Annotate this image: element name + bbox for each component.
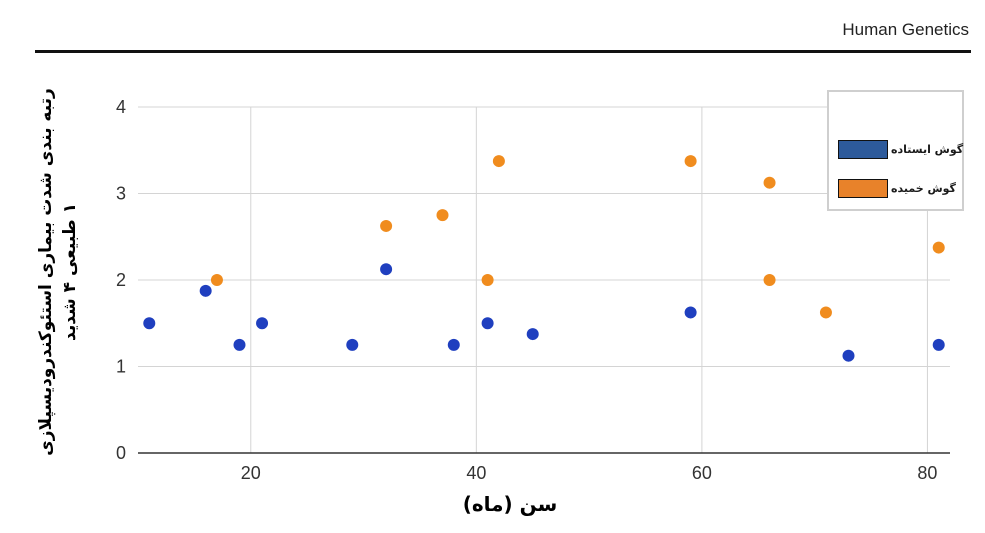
tick-labels: 0 1 2 3 4 20 40 60 80 [116,97,937,483]
erect-ear-point [143,317,156,330]
droopy-ear-point [436,209,449,222]
legend-swatch-droopy-ear [838,179,888,198]
header-divider [35,50,971,53]
y-tick-label: 1 [116,357,126,377]
legend-label-erect-ear: گوش ایستاده [891,143,964,156]
droopy-ear-point [210,274,223,286]
x-axis-title: سن (ماه) [462,492,558,516]
legend-item-erect-ear: گوش ایستاده [838,140,963,159]
legend: گوش ایستاده گوش خمیده [827,90,964,211]
droopy-ear-point [763,274,776,286]
x-tick-label: 60 [692,463,712,483]
erect-ear-point [380,263,393,276]
journal-name: Human Genetics [842,20,969,39]
x-tick-label: 20 [241,463,261,483]
droopy-ear-point [481,274,494,286]
data-points [143,155,945,362]
erect-ear-point [256,317,269,330]
droopy-ear-point [763,176,776,189]
legend-item-droopy-ear: گوش خمیده [838,179,956,198]
x-tick-label: 40 [466,463,486,483]
erect-ear-point [932,338,945,351]
x-tick-label: 80 [917,463,937,483]
erect-ear-point [447,338,460,351]
erect-ear-point [481,317,494,330]
erect-ear-point [199,284,212,297]
erect-ear-point [346,338,359,351]
grid-lines [138,106,950,453]
legend-swatch-erect-ear [838,140,888,159]
erect-ear-point [526,328,539,341]
legend-label-droopy-ear: گوش خمیده [891,182,956,195]
y-tick-label: 2 [116,270,126,290]
droopy-ear-point [819,306,832,319]
y-tick-label: 3 [116,184,126,204]
erect-ear-point [233,338,246,351]
y-tick-label: 0 [116,443,126,463]
y-tick-label: 4 [116,97,126,117]
erect-ear-point [684,306,697,319]
droopy-ear-point [684,155,697,168]
droopy-ear-point [380,219,393,232]
erect-ear-point [842,349,855,362]
droopy-ear-point [492,155,505,168]
droopy-ear-point [932,241,945,254]
